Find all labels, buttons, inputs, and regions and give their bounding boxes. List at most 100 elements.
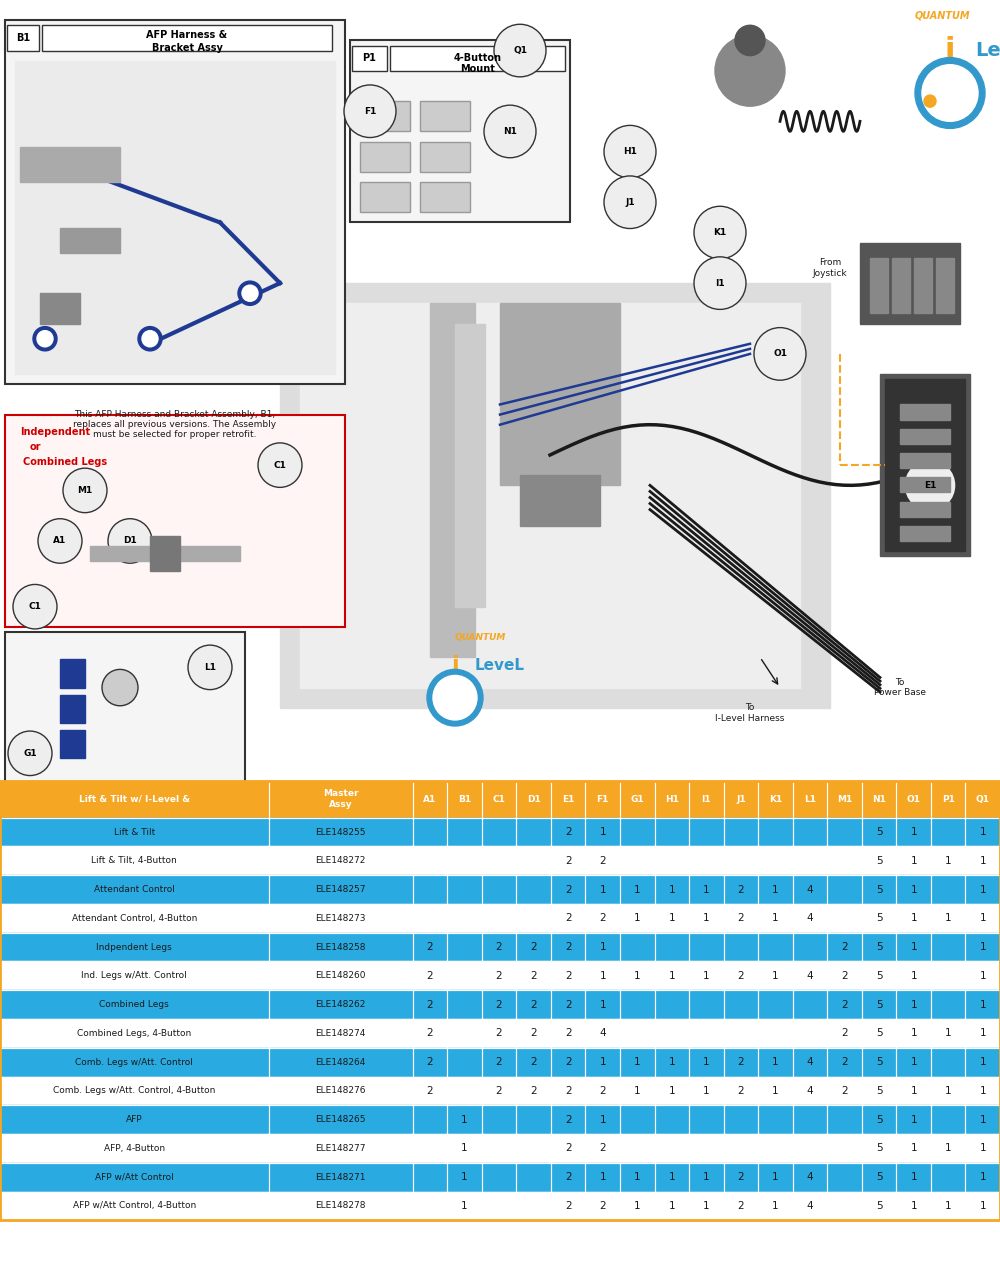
Bar xyxy=(551,846,585,876)
Bar xyxy=(655,818,689,846)
Bar xyxy=(447,1076,482,1106)
Bar xyxy=(551,1076,585,1106)
Bar xyxy=(655,1163,689,1192)
Bar xyxy=(551,990,585,1019)
Text: 2: 2 xyxy=(427,1000,433,1009)
Bar xyxy=(482,904,516,932)
Bar xyxy=(447,1106,482,1134)
Text: J1: J1 xyxy=(625,198,635,207)
Bar xyxy=(551,1048,585,1076)
Text: 5: 5 xyxy=(876,942,882,951)
Bar xyxy=(0,904,269,932)
Bar xyxy=(0,1163,269,1192)
Bar xyxy=(655,846,689,876)
Bar xyxy=(482,1019,516,1048)
Bar xyxy=(793,1163,827,1192)
Bar xyxy=(420,182,470,212)
Bar xyxy=(516,1134,551,1163)
Bar xyxy=(758,1048,793,1076)
Bar xyxy=(655,846,689,876)
Bar xyxy=(896,1134,931,1163)
Bar xyxy=(931,1163,965,1192)
Bar xyxy=(585,1192,620,1220)
Bar xyxy=(551,904,585,932)
Bar xyxy=(689,904,724,932)
Bar xyxy=(620,1163,655,1192)
Text: Lift & Tilt: Lift & Tilt xyxy=(114,827,155,837)
Bar xyxy=(689,990,724,1019)
Bar xyxy=(413,990,447,1019)
Bar xyxy=(620,781,655,818)
Bar xyxy=(516,1106,551,1134)
Bar xyxy=(655,904,689,932)
Bar xyxy=(0,1106,269,1134)
Bar xyxy=(724,818,758,846)
Bar xyxy=(0,1163,269,1192)
Text: 1: 1 xyxy=(945,1201,951,1211)
Bar xyxy=(585,932,620,962)
Bar xyxy=(551,1019,585,1048)
Text: 1: 1 xyxy=(979,1172,986,1183)
Text: 5: 5 xyxy=(876,885,882,895)
Bar xyxy=(413,1163,447,1192)
Text: 5: 5 xyxy=(876,913,882,923)
Bar xyxy=(360,101,410,131)
Text: From
Joystick: From Joystick xyxy=(813,258,847,277)
Text: 2: 2 xyxy=(530,1057,537,1067)
Bar xyxy=(482,1106,516,1134)
Text: Lift & Tilt w/ I-Level &: Lift & Tilt w/ I-Level & xyxy=(79,795,190,804)
Text: 4: 4 xyxy=(599,1028,606,1039)
Text: A1: A1 xyxy=(53,537,67,546)
Text: I1: I1 xyxy=(715,279,725,288)
Bar xyxy=(931,781,965,818)
Bar xyxy=(15,60,335,374)
Bar xyxy=(965,1192,1000,1220)
Bar xyxy=(900,502,950,516)
Bar xyxy=(413,818,447,846)
Bar xyxy=(793,1134,827,1163)
Bar xyxy=(269,876,413,904)
Text: 2: 2 xyxy=(599,1144,606,1153)
Bar xyxy=(965,1076,1000,1106)
Bar xyxy=(620,962,655,990)
Bar xyxy=(931,876,965,904)
Bar xyxy=(793,1106,827,1134)
Bar xyxy=(585,781,620,818)
Bar xyxy=(965,1192,1000,1220)
Bar xyxy=(758,932,793,962)
Circle shape xyxy=(735,26,765,55)
Bar xyxy=(758,1048,793,1076)
Bar xyxy=(862,962,896,990)
Bar xyxy=(965,876,1000,904)
Bar xyxy=(269,1019,413,1048)
Bar xyxy=(827,1163,862,1192)
Bar xyxy=(551,876,585,904)
Bar xyxy=(447,932,482,962)
Bar xyxy=(280,284,830,707)
Bar xyxy=(269,1048,413,1076)
Bar xyxy=(585,846,620,876)
Text: 1: 1 xyxy=(910,885,917,895)
Bar xyxy=(758,1076,793,1106)
Bar xyxy=(931,1048,965,1076)
Bar xyxy=(0,876,269,904)
Text: 1: 1 xyxy=(910,1172,917,1183)
Text: P1: P1 xyxy=(363,53,376,63)
Bar xyxy=(551,781,585,818)
Text: 2: 2 xyxy=(496,971,502,981)
Bar xyxy=(758,932,793,962)
Text: O1: O1 xyxy=(773,349,787,358)
Bar xyxy=(965,1163,1000,1192)
Bar xyxy=(620,1048,655,1076)
Bar xyxy=(269,1134,413,1163)
Text: 4: 4 xyxy=(807,971,813,981)
Bar xyxy=(585,818,620,846)
Bar xyxy=(0,1048,269,1076)
Bar xyxy=(413,932,447,962)
Bar xyxy=(482,932,516,962)
Text: 2: 2 xyxy=(565,1086,571,1095)
Bar xyxy=(516,1048,551,1076)
Bar xyxy=(965,904,1000,932)
Text: ELE148278: ELE148278 xyxy=(315,1202,366,1211)
Bar xyxy=(689,876,724,904)
